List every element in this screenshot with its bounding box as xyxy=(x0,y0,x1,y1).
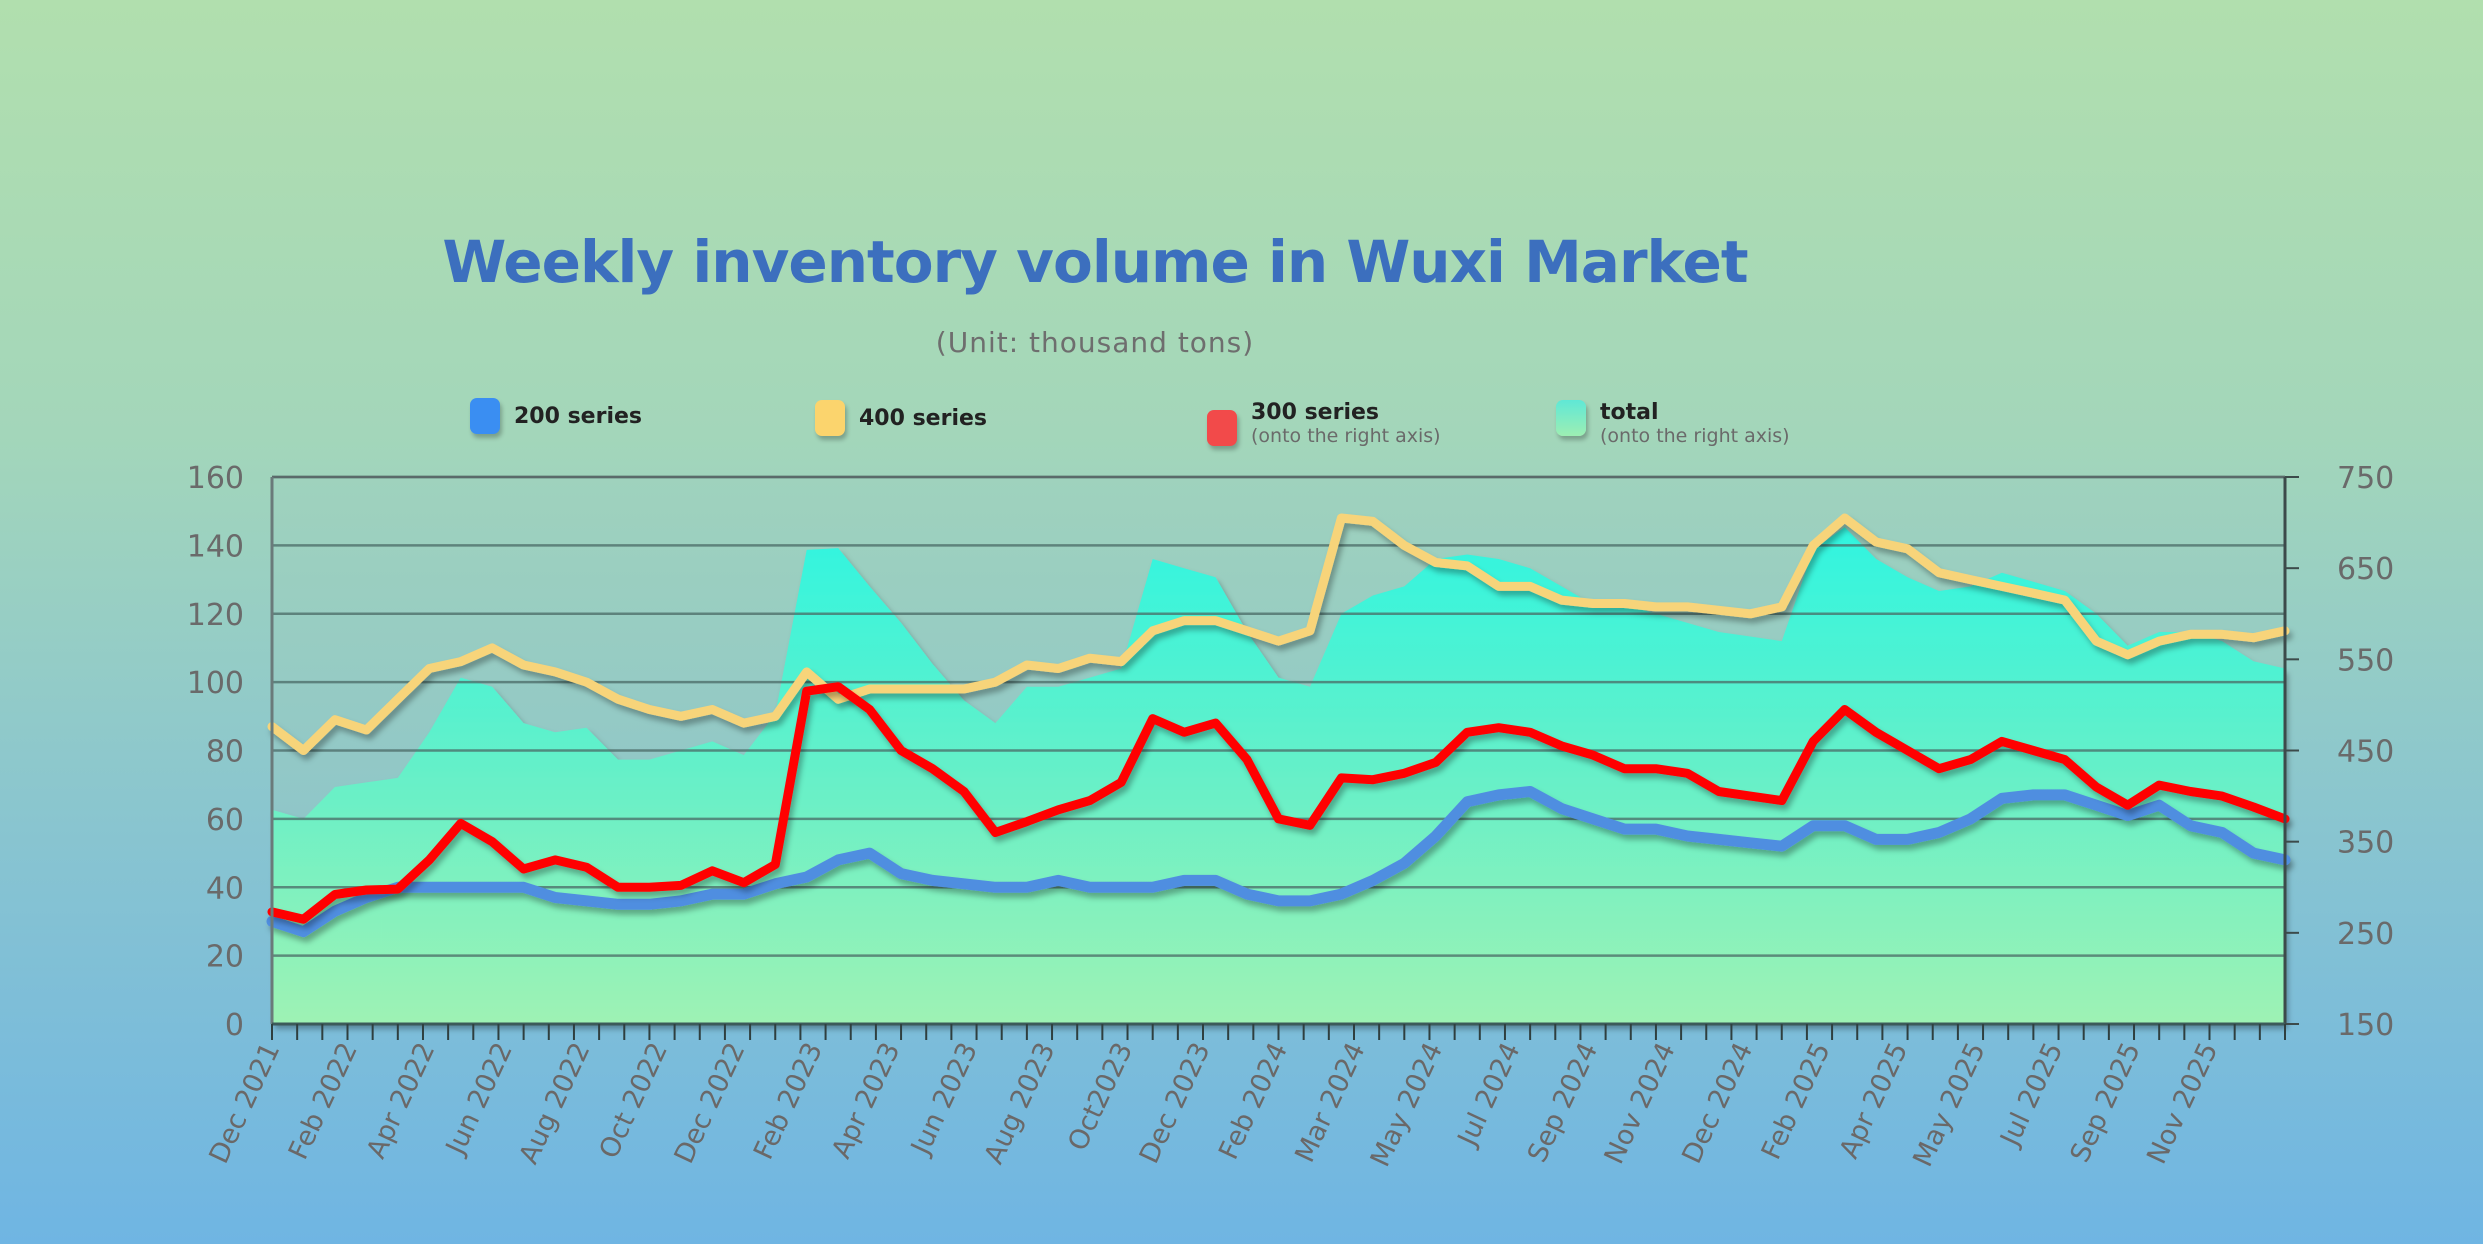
legend-swatch-200-series xyxy=(470,398,500,434)
x-tick-label: Oct 2022 xyxy=(593,1038,673,1163)
series-line-400-series xyxy=(267,513,2290,755)
x-tick-label: Oct2023 xyxy=(1062,1038,1139,1156)
y-right-tick-label: 550 xyxy=(2337,643,2394,678)
x-tick-label: Mar 2024 xyxy=(1289,1038,1371,1167)
series-line-300-series xyxy=(267,682,2290,924)
y-right-tick-label: 450 xyxy=(2337,735,2394,770)
legend-item-400-series: 400 series xyxy=(815,400,987,436)
x-tick-label: Jul 2024 xyxy=(1451,1038,1526,1152)
y-left-tick-label: 140 xyxy=(187,529,244,564)
y-right-tick-label: 150 xyxy=(2337,1008,2394,1043)
y-left-tick-label: 40 xyxy=(206,871,244,906)
x-tick-label: Dec 2021 xyxy=(203,1038,286,1169)
x-tick-label: Nov 2024 xyxy=(1599,1038,1682,1169)
legend-label: total xyxy=(1600,400,1659,425)
y-left-tick-label: 0 xyxy=(225,1008,244,1043)
y-right-tick-label: 350 xyxy=(2337,826,2394,861)
x-tick-label: Nov 2025 xyxy=(2141,1038,2224,1169)
y-left-tick-label: 80 xyxy=(206,735,244,770)
x-tick-label: Dec 2023 xyxy=(1134,1038,1217,1169)
x-tick-label: Feb 2025 xyxy=(1756,1038,1837,1164)
y-right-tick-label: 750 xyxy=(2337,461,2394,496)
x-tick-label: Feb 2024 xyxy=(1213,1038,1294,1164)
chart-title: Weekly inventory volume in Wuxi Market xyxy=(442,228,1748,296)
x-tick-label: Jun 2023 xyxy=(905,1038,984,1161)
legend-note: (onto the right axis) xyxy=(1251,425,1441,447)
x-tick-label: Dec 2024 xyxy=(1676,1038,1759,1169)
legend-swatch-400-series xyxy=(815,400,845,436)
y-left-tick-label: 60 xyxy=(206,803,244,838)
x-tick-label: Apr 2022 xyxy=(361,1038,442,1163)
y-left-tick-label: 120 xyxy=(187,598,244,633)
x-tick-label: Feb 2023 xyxy=(748,1038,829,1164)
x-tick-label: Jun 2022 xyxy=(439,1038,518,1161)
legend-note: (onto the right axis) xyxy=(1600,425,1790,447)
x-tick-label: Aug 2023 xyxy=(978,1038,1061,1169)
y-left-tick-label: 160 xyxy=(187,461,244,496)
x-tick-label: Jul 2025 xyxy=(1994,1038,2069,1152)
legend-swatch-total xyxy=(1556,400,1586,436)
legend-swatch-300-series xyxy=(1207,410,1237,446)
legend-item-200-series: 200 series xyxy=(470,398,642,434)
y-right-tick-label: 250 xyxy=(2337,917,2394,952)
legend-item-total: total (onto the right axis) xyxy=(1556,400,1790,447)
legend-item-300-series: 300 series (onto the right axis) xyxy=(1207,400,1441,447)
x-tick-label: Dec 2022 xyxy=(669,1038,752,1169)
y-left-tick-label: 20 xyxy=(206,940,244,975)
x-tick-label: May 2024 xyxy=(1365,1038,1449,1172)
x-tick-label: Apr 2023 xyxy=(826,1038,907,1163)
legend-label: 400 series xyxy=(859,406,988,431)
chart-subtitle: (Unit: thousand tons) xyxy=(935,326,1255,359)
x-tick-label: Apr 2025 xyxy=(1834,1038,1915,1163)
x-tick-label: Sep 2024 xyxy=(1522,1038,1604,1167)
x-tick-label: Feb 2022 xyxy=(283,1038,364,1164)
y-left-tick-label: 100 xyxy=(187,666,244,701)
series-area-total xyxy=(272,527,2285,1024)
y-right-tick-label: 650 xyxy=(2337,552,2394,587)
x-tick-label: Sep 2025 xyxy=(2065,1038,2147,1167)
series-line-200-series xyxy=(266,786,2291,938)
x-tick-label: May 2025 xyxy=(1907,1038,1991,1172)
legend-label: 300 series xyxy=(1251,400,1380,425)
x-tick-label: Aug 2022 xyxy=(513,1038,596,1169)
legend-label: 200 series xyxy=(514,404,643,429)
